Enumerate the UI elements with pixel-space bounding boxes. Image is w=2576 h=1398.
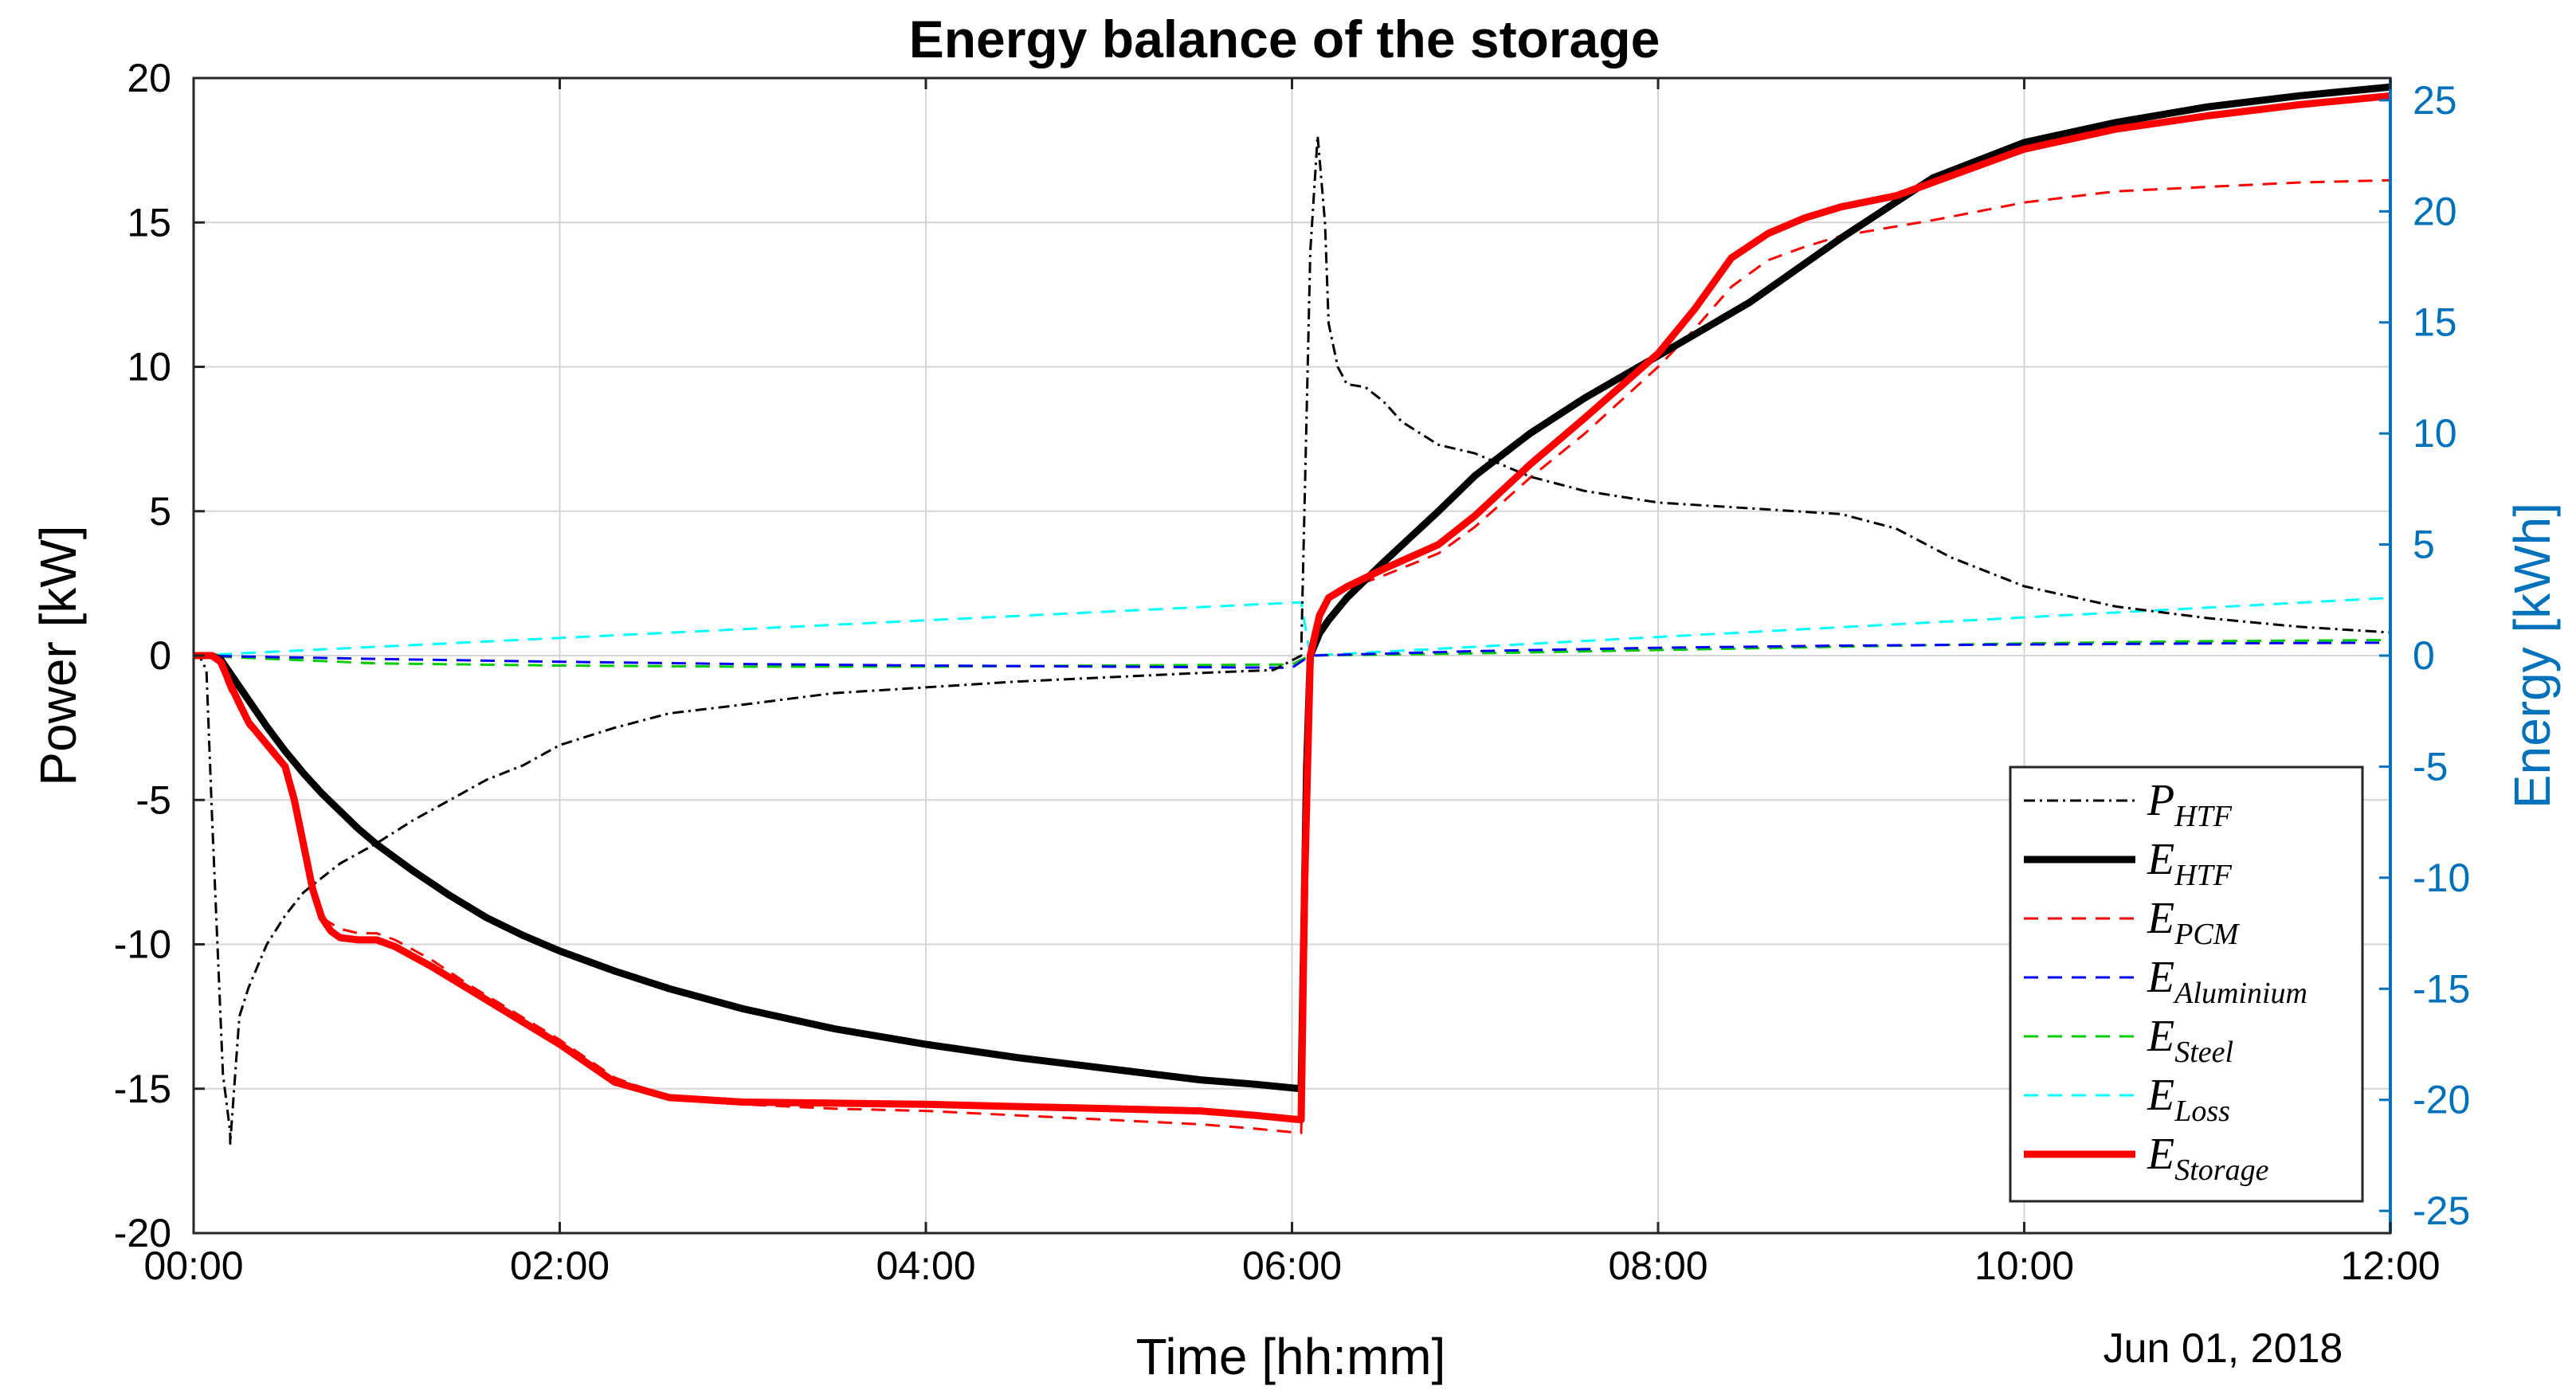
- y-tick-label-left: -20: [114, 1211, 171, 1255]
- y-axis-label-right: Energy [kWh]: [2503, 503, 2561, 809]
- legend-box: [2009, 766, 2364, 1203]
- y-tick-label-right: -20: [2413, 1078, 2470, 1122]
- x-tick-label: 06:00: [1242, 1243, 1342, 1288]
- y-tick-label-left: 15: [127, 200, 171, 245]
- y-tick-label-left: 0: [149, 633, 171, 678]
- chart-title: Energy balance of the storage: [909, 10, 1660, 69]
- y-tick-label-left: -10: [114, 922, 171, 967]
- legend-label: EPCM: [2147, 894, 2241, 951]
- legend: PHTFEHTFEPCMEAluminiumESteelELossEStorag…: [2009, 766, 2364, 1203]
- y-tick-label-right: 20: [2413, 189, 2457, 233]
- x-tick-label: 10:00: [1974, 1243, 2074, 1288]
- y-tick-label-right: 25: [2413, 78, 2457, 123]
- y-tick-label-right: -5: [2413, 744, 2448, 789]
- series-line-e-loss: [194, 597, 2390, 657]
- x-tick-label: 02:00: [510, 1243, 610, 1288]
- y-tick-label-right: -15: [2413, 966, 2470, 1011]
- y-tick-label-right: -10: [2413, 856, 2470, 900]
- date-label: Jun 01, 2018: [2104, 1326, 2343, 1372]
- y-tick-label-right: 5: [2413, 523, 2435, 567]
- x-tick-label: 04:00: [876, 1243, 975, 1288]
- legend-label: ESteel: [2147, 1012, 2233, 1069]
- y-tick-label-right: -25: [2413, 1188, 2470, 1233]
- x-tick-label: 00:00: [143, 1243, 243, 1288]
- x-tick-label: 08:00: [1608, 1243, 1708, 1288]
- y-tick-label-left: 20: [127, 56, 171, 100]
- x-tick-label: 12:00: [2340, 1243, 2440, 1288]
- y-tick-label-right: 0: [2413, 633, 2435, 678]
- y-tick-label-left: -15: [114, 1067, 171, 1111]
- axis-ticks: 00:00 02:00 04:00 06:00 08:00 10:00 12:00 20 15 1…: [114, 56, 2471, 1288]
- series-group: [194, 83, 2390, 1145]
- series-line-e-storage: [194, 92, 2390, 1124]
- y-axis-label-left: Power [kW]: [29, 525, 87, 785]
- y-tick-label-right: 10: [2413, 411, 2457, 456]
- legend-label: PHTF: [2147, 776, 2233, 833]
- y-tick-label-right: 15: [2413, 300, 2457, 345]
- legend-label: ELoss: [2147, 1071, 2230, 1128]
- series-line-e-htf: [194, 83, 2390, 1093]
- series-line-p-htf: [194, 135, 2390, 1145]
- legend-label: EHTF: [2147, 835, 2233, 892]
- legend-label: EAluminium: [2147, 953, 2307, 1010]
- y-tick-label-left: -5: [136, 777, 171, 822]
- y-tick-label-left: 5: [149, 489, 171, 534]
- series-line-e-aluminium: [194, 641, 2390, 669]
- y-tick-label-left: 10: [127, 345, 171, 390]
- x-axis-label: Time [hh:mm]: [1136, 1328, 1446, 1385]
- legend-label: EStorage: [2147, 1130, 2269, 1187]
